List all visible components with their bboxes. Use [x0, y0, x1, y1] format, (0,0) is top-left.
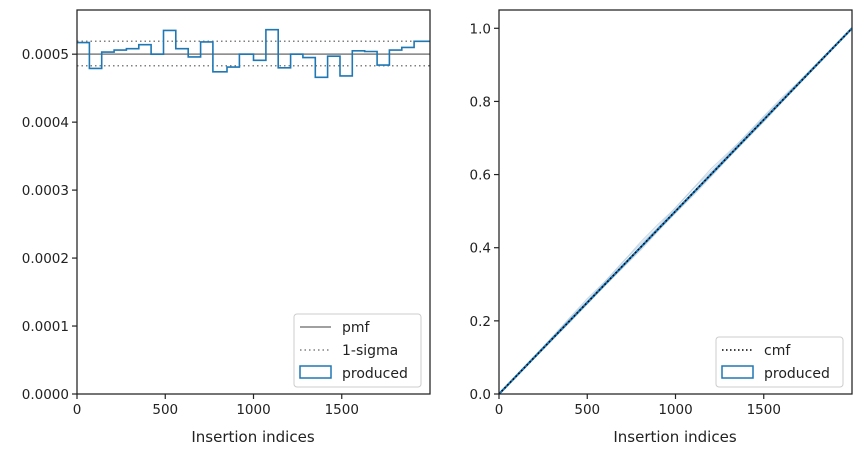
cmf-plot-frame: [498, 9, 853, 395]
pmf-x-axis-label: Insertion indices: [191, 428, 314, 446]
pmf-y-tick-label: 0.0002: [22, 251, 69, 267]
cmf-x-tick-label: 0: [495, 402, 504, 418]
pmf-legend-label-pmf: pmf: [342, 320, 371, 336]
cmf-legend-label-cmf: cmf: [764, 343, 791, 359]
pmf-plot-area: [77, 28, 430, 79]
pmf-y-tick-label: 0.0003: [22, 183, 69, 199]
pmf-y-tick-label: 0.0004: [22, 115, 69, 131]
produced-step-histogram: [77, 28, 430, 79]
pmf-legend-label-sigma: 1-sigma: [342, 343, 398, 359]
cmf-y-tick-label: 0.0: [470, 387, 491, 403]
cmf-y-tick-label: 0.8: [470, 94, 491, 110]
cmf-y-ticks: 0.0 0.2 0.4 0.6 0.8 1.0: [470, 21, 499, 403]
cmf-y-tick-label: 0.2: [470, 314, 491, 330]
cmf-chart: 0 500 1000 1500 0.0 0.2 0.4 0.6 0.8 1.0 Insertio…: [470, 9, 853, 446]
cmf-line: [498, 27, 853, 395]
pmf-y-tick-label: 0.0000: [22, 387, 69, 403]
cmf-y-tick-label: 1.0: [470, 21, 491, 37]
pmf-x-ticks: 0 500 1000 1500: [73, 394, 359, 418]
pmf-y-tick-label: 0.0005: [22, 47, 69, 63]
cmf-x-axis-label: Insertion indices: [613, 428, 736, 446]
cmf-x-tick-label: 500: [574, 402, 600, 418]
pmf-x-tick-label: 1000: [236, 402, 270, 418]
pmf-x-tick-label: 0: [73, 402, 82, 418]
pmf-legend: pmf 1-sigma produced: [293, 313, 422, 388]
cmf-x-ticks: 0 500 1000 1500: [495, 394, 781, 418]
cmf-legend-box: [715, 336, 844, 388]
cmf-legend: cmf produced: [715, 336, 844, 388]
pmf-x-tick-label: 500: [152, 402, 178, 418]
pmf-x-tick-label: 1500: [325, 402, 359, 418]
cmf-y-tick-label: 0.6: [470, 168, 491, 184]
pmf-legend-label-produced: produced: [342, 366, 408, 382]
cmf-y-tick-label: 0.4: [470, 241, 491, 257]
cmf-x-tick-label: 1000: [658, 402, 692, 418]
pmf-legend-produced-swatch: [299, 365, 332, 379]
pmf-y-tick-label: 0.0001: [22, 319, 69, 335]
cmf-legend-label-produced: produced: [764, 366, 830, 382]
cmf-plot-area: [498, 27, 853, 395]
pmf-chart: 0 500 1000 1500 0.00000.00010.00020.00030.0…: [22, 9, 431, 446]
cmf-x-tick-label: 1500: [747, 402, 781, 418]
pmf-y-ticks: 0.0000 0.0001 0.0002 0.0003 0.0004 0.0005: [22, 47, 77, 403]
cmf-legend-produced-swatch: [721, 365, 754, 379]
pmf-legend-box: [293, 313, 422, 388]
